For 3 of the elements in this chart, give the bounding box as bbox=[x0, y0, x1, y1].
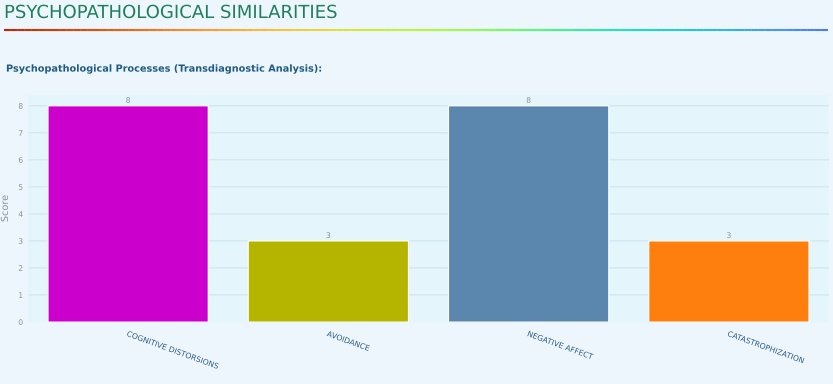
chart-subtitle: Psychopathological Processes (Transdiagnostic Analysis): bbox=[6, 64, 322, 74]
y-axis-title: Score bbox=[0, 195, 8, 222]
chart-title: PSYCHOPATHOLOGICAL SIMILARITIES bbox=[6, 4, 337, 18]
